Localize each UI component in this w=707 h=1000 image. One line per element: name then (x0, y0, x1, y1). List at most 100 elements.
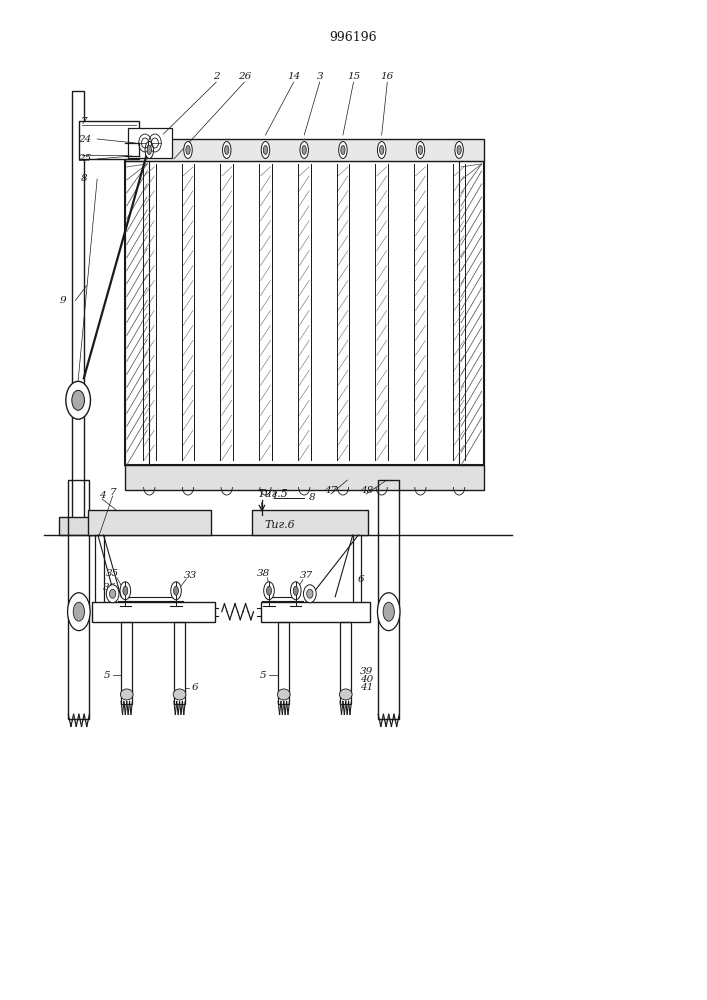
Text: 25: 25 (78, 154, 91, 163)
Text: 14: 14 (287, 72, 300, 81)
Text: 36: 36 (103, 583, 117, 592)
Ellipse shape (74, 602, 85, 621)
Ellipse shape (147, 145, 151, 154)
Bar (88, 510, 211, 535)
Bar (128, 128, 172, 158)
Ellipse shape (300, 141, 308, 158)
Text: 33: 33 (184, 571, 197, 580)
Bar (79, 121, 139, 159)
Ellipse shape (123, 586, 128, 595)
Ellipse shape (72, 390, 85, 410)
Text: 2: 2 (213, 72, 219, 81)
Text: 6: 6 (358, 575, 365, 584)
Ellipse shape (339, 141, 347, 158)
Bar (414, 164, 427, 460)
Bar (452, 164, 465, 460)
Bar (261, 602, 370, 622)
Ellipse shape (416, 141, 425, 158)
Ellipse shape (68, 593, 90, 631)
Text: 7: 7 (81, 117, 88, 126)
Bar (271, 166, 298, 460)
Bar (124, 139, 484, 161)
Bar (121, 622, 132, 704)
Ellipse shape (174, 586, 178, 595)
Bar (459, 161, 484, 465)
Bar (182, 164, 194, 460)
Ellipse shape (171, 582, 181, 600)
Bar (378, 480, 399, 719)
Ellipse shape (173, 689, 186, 700)
Bar (124, 465, 484, 490)
Text: 41: 41 (361, 683, 373, 692)
Bar (143, 164, 156, 460)
Ellipse shape (341, 145, 345, 154)
Text: 7: 7 (110, 488, 116, 497)
Ellipse shape (66, 381, 90, 419)
Text: Τиг.5: Τиг.5 (257, 489, 288, 499)
Ellipse shape (223, 141, 231, 158)
Text: 3: 3 (317, 72, 323, 81)
Text: 37: 37 (300, 571, 313, 580)
Ellipse shape (378, 593, 400, 631)
Ellipse shape (291, 582, 301, 600)
Text: 38: 38 (257, 569, 270, 578)
Ellipse shape (264, 582, 274, 600)
Text: 40: 40 (361, 675, 373, 684)
Bar (427, 166, 452, 460)
Bar (233, 166, 259, 460)
Text: 48: 48 (360, 486, 373, 495)
Ellipse shape (120, 689, 133, 700)
Ellipse shape (380, 145, 384, 154)
Ellipse shape (145, 141, 153, 158)
Text: Τиг.6: Τиг.6 (264, 520, 295, 530)
Text: 5: 5 (104, 671, 110, 680)
Text: 996196: 996196 (329, 31, 378, 44)
Bar (124, 161, 149, 465)
Ellipse shape (110, 589, 116, 598)
Ellipse shape (339, 689, 352, 700)
Bar (91, 602, 215, 622)
Ellipse shape (307, 589, 313, 598)
Text: 4: 4 (99, 491, 105, 500)
Ellipse shape (267, 586, 271, 595)
Bar (124, 161, 484, 465)
Bar (59, 517, 97, 535)
Bar (259, 164, 271, 460)
Text: 6: 6 (192, 683, 199, 692)
Ellipse shape (457, 145, 461, 154)
Bar (278, 622, 289, 704)
Text: 8: 8 (81, 174, 88, 183)
Bar (337, 164, 349, 460)
Text: 24: 24 (78, 135, 91, 144)
Bar (298, 164, 310, 460)
Ellipse shape (186, 145, 190, 154)
Ellipse shape (264, 145, 267, 154)
Ellipse shape (293, 586, 298, 595)
Ellipse shape (120, 582, 131, 600)
Text: 1: 1 (271, 492, 278, 501)
Bar (252, 510, 368, 535)
Ellipse shape (455, 141, 463, 158)
Ellipse shape (302, 145, 306, 154)
Ellipse shape (303, 585, 316, 603)
Bar (221, 164, 233, 460)
Bar (72, 91, 85, 530)
Text: 26: 26 (238, 72, 251, 81)
Bar (310, 166, 337, 460)
Text: 47: 47 (325, 486, 337, 495)
Ellipse shape (262, 141, 269, 158)
Bar (375, 164, 388, 460)
Text: 9: 9 (60, 296, 66, 305)
Ellipse shape (419, 145, 423, 154)
Bar (349, 166, 375, 460)
Text: 16: 16 (380, 72, 394, 81)
Text: 8: 8 (310, 493, 316, 502)
Bar (194, 166, 221, 460)
Ellipse shape (277, 689, 290, 700)
Bar (156, 166, 182, 460)
Text: 35: 35 (106, 569, 119, 578)
Bar (340, 622, 351, 704)
Ellipse shape (184, 141, 192, 158)
Text: 15: 15 (347, 72, 360, 81)
Bar (69, 480, 89, 719)
